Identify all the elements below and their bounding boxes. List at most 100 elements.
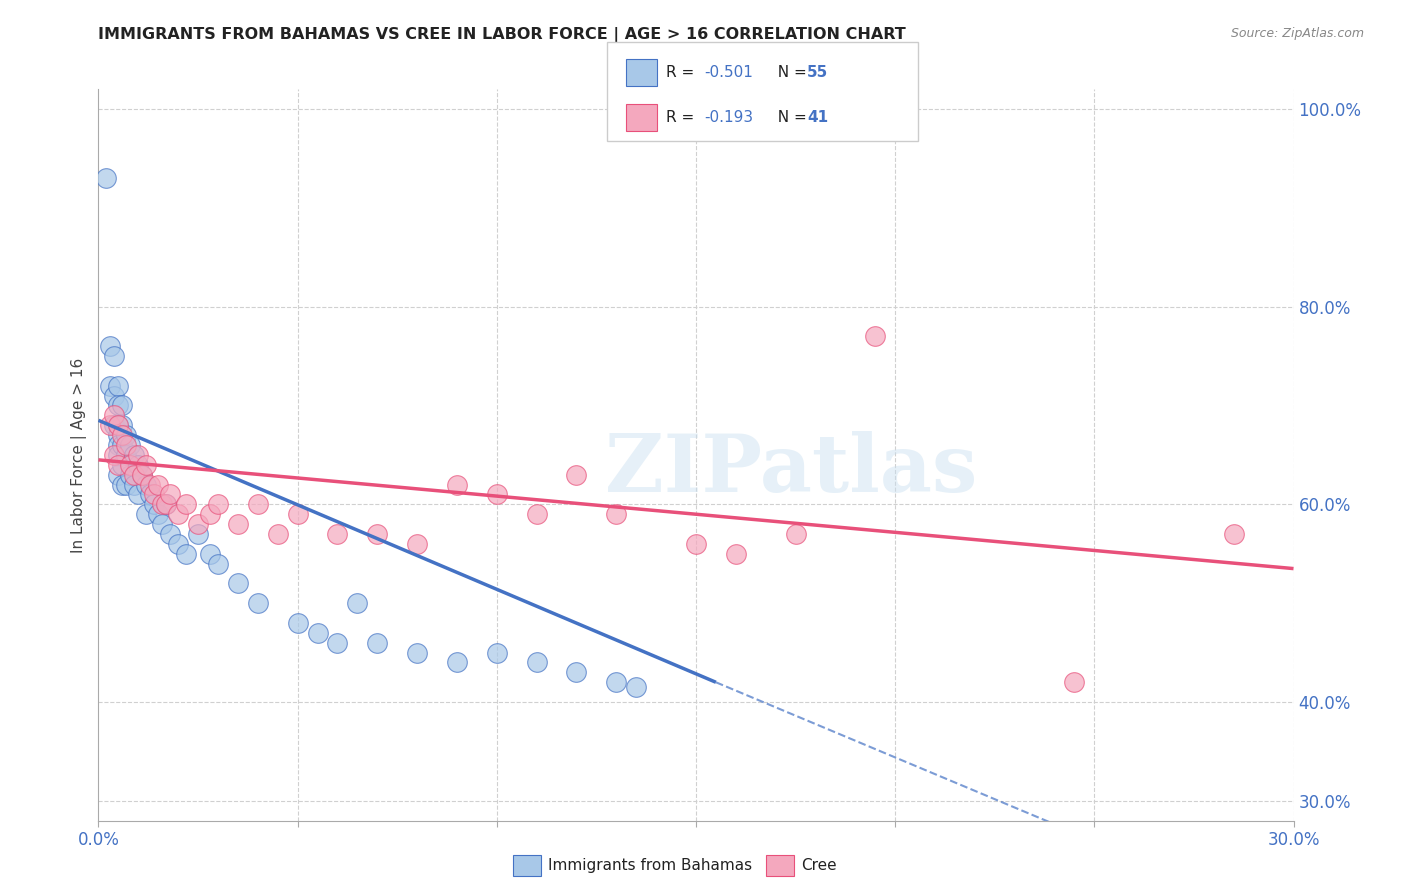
Point: [120, 467, 142, 482]
Point: [124, 477, 146, 491]
Point: [174, 547, 197, 561]
Point: [96, 171, 118, 186]
Point: [174, 497, 197, 511]
Text: Cree: Cree: [801, 858, 837, 872]
Point: [346, 596, 368, 610]
Point: [226, 576, 249, 591]
Point: [187, 527, 209, 541]
Point: [406, 537, 429, 551]
Point: [103, 349, 125, 363]
Point: [148, 477, 170, 491]
Point: [207, 497, 229, 511]
Point: [326, 527, 349, 541]
Point: [143, 497, 166, 511]
Point: [446, 477, 468, 491]
Text: N =: N =: [768, 110, 811, 125]
Point: [111, 438, 134, 452]
Point: [226, 517, 249, 532]
Point: [198, 547, 221, 561]
Point: [100, 339, 122, 353]
Point: [167, 507, 190, 521]
Point: [107, 418, 129, 433]
Text: -0.193: -0.193: [704, 110, 754, 125]
Point: [120, 458, 142, 472]
Point: [724, 547, 747, 561]
Point: [127, 487, 149, 501]
Point: [155, 497, 177, 511]
Point: [131, 467, 153, 482]
Point: [107, 448, 129, 462]
Point: [1222, 527, 1246, 541]
Point: [159, 487, 181, 501]
Point: [565, 467, 588, 482]
Point: [366, 636, 388, 650]
Point: [785, 527, 807, 541]
Point: [287, 615, 309, 630]
Point: [267, 527, 290, 541]
Text: -0.501: -0.501: [704, 65, 754, 80]
Point: [111, 399, 134, 413]
Point: [155, 497, 177, 511]
Point: [406, 646, 429, 660]
Point: [150, 497, 173, 511]
Point: [159, 527, 181, 541]
Point: [246, 596, 269, 610]
Point: [198, 507, 221, 521]
Text: R =: R =: [666, 65, 700, 80]
Point: [207, 557, 229, 571]
Point: [107, 467, 129, 482]
Point: [135, 507, 157, 521]
Point: [103, 409, 125, 423]
Point: [307, 625, 329, 640]
Point: [107, 428, 129, 442]
Point: [485, 646, 508, 660]
Point: [565, 665, 588, 680]
Point: [115, 438, 138, 452]
Point: [685, 537, 707, 551]
Point: [103, 418, 125, 433]
Point: [111, 458, 134, 472]
Point: [131, 467, 153, 482]
Point: [366, 527, 388, 541]
Point: [326, 636, 349, 650]
Point: [111, 477, 134, 491]
Point: [605, 507, 627, 521]
Point: [485, 487, 508, 501]
Point: [526, 656, 548, 670]
Point: [167, 537, 190, 551]
Point: [127, 448, 149, 462]
Point: [115, 477, 138, 491]
Point: [107, 378, 129, 392]
Point: [124, 467, 146, 482]
Point: [150, 517, 173, 532]
Point: [863, 329, 887, 343]
Point: [605, 675, 627, 690]
Point: [187, 517, 209, 532]
Y-axis label: In Labor Force | Age > 16: In Labor Force | Age > 16: [72, 358, 87, 552]
Text: ZIPatlas: ZIPatlas: [606, 431, 977, 508]
Point: [124, 448, 146, 462]
Point: [107, 399, 129, 413]
Point: [115, 448, 138, 462]
Point: [143, 487, 166, 501]
Point: [120, 438, 142, 452]
Point: [139, 487, 162, 501]
Point: [1063, 675, 1085, 690]
Point: [526, 507, 548, 521]
Point: [107, 458, 129, 472]
Point: [111, 428, 134, 442]
Point: [139, 477, 162, 491]
Point: [111, 418, 134, 433]
Text: R =: R =: [666, 110, 700, 125]
Point: [135, 477, 157, 491]
Point: [246, 497, 269, 511]
Point: [103, 389, 125, 403]
Point: [103, 448, 125, 462]
Point: [446, 656, 468, 670]
Point: [100, 378, 122, 392]
Point: [115, 428, 138, 442]
Point: [626, 680, 648, 694]
Point: [127, 458, 149, 472]
Text: 55: 55: [807, 65, 828, 80]
Text: Immigrants from Bahamas: Immigrants from Bahamas: [548, 858, 752, 872]
